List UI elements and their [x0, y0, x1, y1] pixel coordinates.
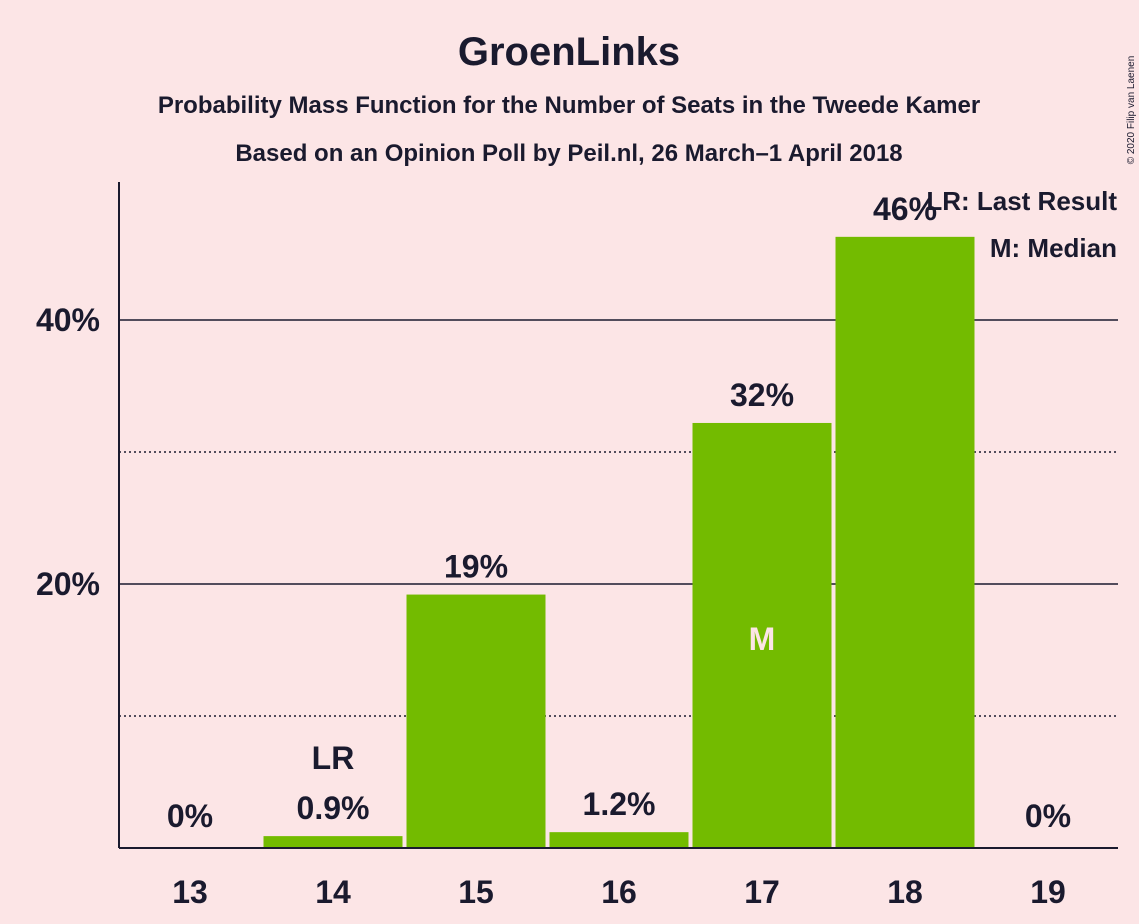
legend-entry: M: Median [990, 233, 1117, 263]
data-label: 0% [1025, 798, 1071, 834]
x-tick-label: 13 [172, 874, 208, 910]
data-label: 19% [444, 549, 508, 585]
x-tick-label: 17 [744, 874, 780, 910]
bar [406, 594, 546, 848]
chart-subtitle: Probability Mass Function for the Number… [158, 92, 980, 119]
data-label: 0.9% [297, 790, 370, 826]
bar [263, 836, 403, 848]
chart-subtitle-2: Based on an Opinion Poll by Peil.nl, 26 … [235, 140, 902, 167]
x-tick-label: 19 [1030, 874, 1066, 910]
chart-title: GroenLinks [458, 30, 680, 74]
labels: 20% 40% 13 14 15 16 17 18 19 0% 0.9% 19% 1.2% 32% 46% 0… [36, 191, 1071, 910]
y-tick-label: 40% [36, 302, 100, 338]
data-label: 32% [730, 377, 794, 413]
axes [118, 182, 1118, 849]
y-tick-label: 20% [36, 566, 100, 602]
legend-entry: LR: Last Result [926, 186, 1117, 216]
data-label: 46% [873, 191, 937, 227]
data-label: 0% [167, 798, 213, 834]
bar [692, 422, 832, 848]
copyright-note: © 2020 Filip van Laenen [1126, 56, 1137, 165]
bar [835, 236, 975, 849]
data-label: 1.2% [583, 786, 656, 822]
x-tick-label: 18 [887, 874, 923, 910]
bars [263, 236, 975, 849]
x-tick-label: 14 [315, 874, 351, 910]
x-tick-label: 15 [458, 874, 494, 910]
bar [549, 832, 689, 848]
last-result-marker: LR [312, 740, 355, 776]
legend: LR: Last Result M: Median [926, 186, 1117, 263]
x-tick-label: 16 [601, 874, 637, 910]
median-marker: M [749, 621, 776, 657]
